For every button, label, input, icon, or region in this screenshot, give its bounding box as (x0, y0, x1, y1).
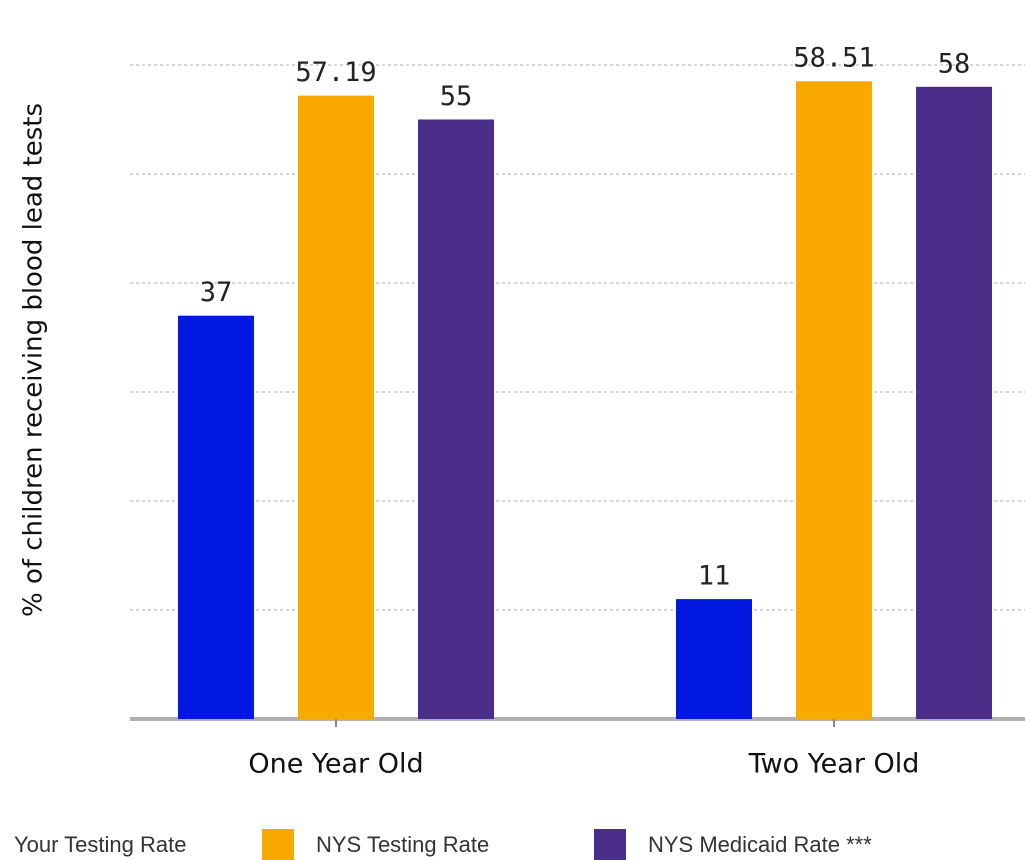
bar (178, 315, 254, 719)
data-label: 11 (698, 561, 731, 592)
data-label: 58 (938, 48, 971, 79)
data-label: 37 (200, 277, 233, 308)
legend-label: NYS Testing Rate (316, 832, 489, 857)
x-tick-label: Two Year Old (748, 749, 920, 780)
bar (418, 119, 494, 719)
legend-label: Your Testing Rate (14, 832, 186, 857)
data-label: 57.19 (295, 57, 376, 88)
bar (916, 86, 992, 720)
bar (298, 95, 374, 719)
legend-swatch (594, 829, 626, 860)
y-axis-title: % of children receiving blood lead tests (19, 103, 49, 617)
data-label: 55 (440, 81, 473, 112)
bar (676, 599, 752, 719)
legend-swatch (262, 829, 294, 860)
data-label: 58.51 (793, 43, 874, 74)
legend-label: NYS Medicaid Rate *** (648, 832, 872, 857)
bar (796, 81, 872, 720)
x-tick-label: One Year Old (248, 749, 423, 780)
